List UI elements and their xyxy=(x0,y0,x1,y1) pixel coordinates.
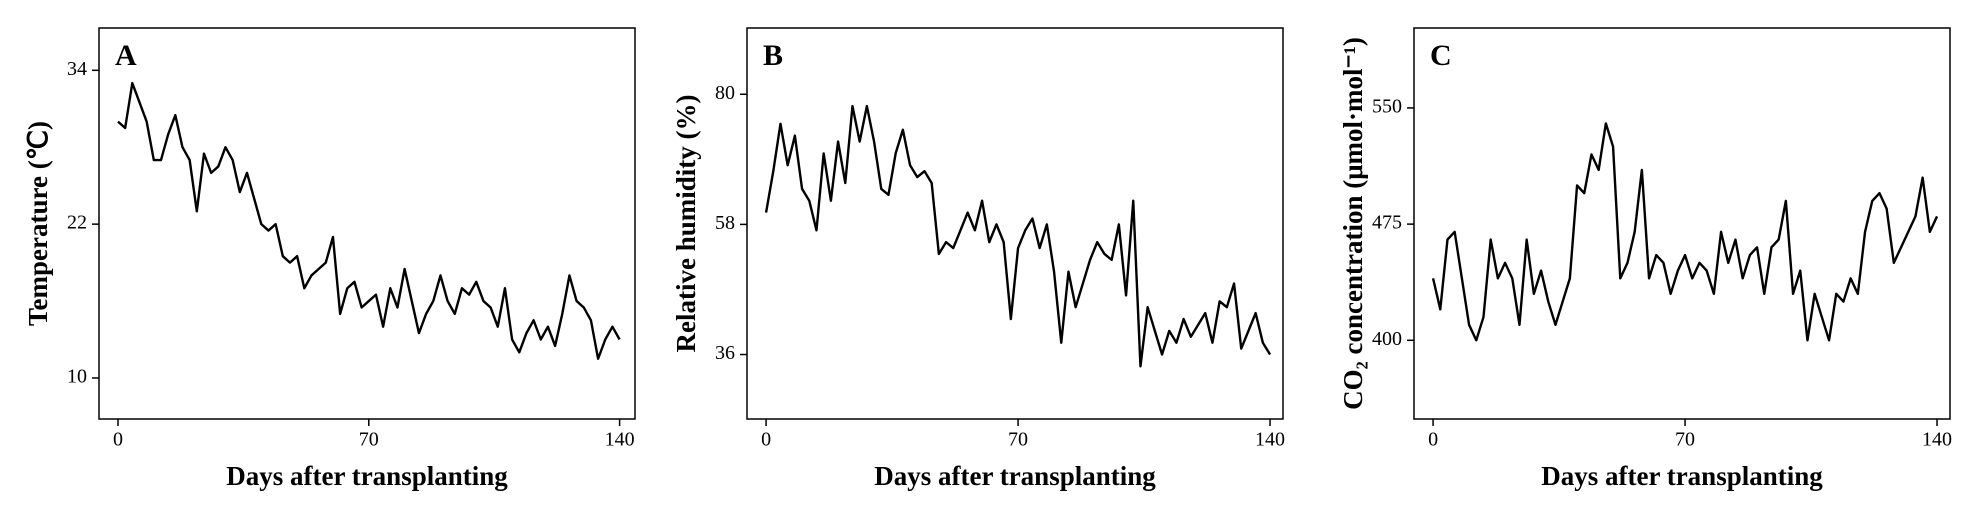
y-tick-label: 475 xyxy=(1372,212,1402,234)
x-tick-label: 0 xyxy=(761,429,771,451)
x-tick-label: 140 xyxy=(1255,429,1285,451)
y-tick-label: 10 xyxy=(67,366,87,388)
plot-frame xyxy=(98,27,636,420)
y-axis-title: CO₂ concentration (μmol·mol⁻¹) xyxy=(1338,37,1368,410)
x-tick-label: 140 xyxy=(1922,429,1952,451)
plot-frame xyxy=(1413,27,1951,420)
y-axis-title: Relative humidity (%) xyxy=(671,95,701,353)
panel-label: B xyxy=(763,39,783,72)
y-tick-label: 58 xyxy=(715,212,735,234)
x-tick-label: 0 xyxy=(113,429,123,451)
x-axis-title: Days after transplanting xyxy=(874,461,1156,491)
y-tick-label: 550 xyxy=(1372,96,1402,118)
y-axis-title: Temperature (℃) xyxy=(23,121,53,326)
y-tick-label: 36 xyxy=(715,342,735,364)
x-axis-title: Days after transplanting xyxy=(1541,461,1823,491)
panel-label: A xyxy=(115,39,137,72)
x-tick-label: 0 xyxy=(1428,429,1438,451)
panel-label: C xyxy=(1430,39,1452,72)
x-tick-label: 70 xyxy=(1675,429,1695,451)
y-tick-label: 400 xyxy=(1372,328,1402,350)
data-line xyxy=(1431,122,1939,342)
x-tick-label: 70 xyxy=(1008,429,1028,451)
data-line xyxy=(764,104,1272,368)
x-tick-label: 140 xyxy=(605,429,635,451)
y-tick-label: 34 xyxy=(67,58,87,80)
y-tick-label: 80 xyxy=(715,82,735,104)
x-axis-title: Days after transplanting xyxy=(226,461,508,491)
plot-frame xyxy=(746,27,1284,420)
x-tick-label: 70 xyxy=(359,429,379,451)
data-line xyxy=(117,81,621,360)
y-tick-label: 22 xyxy=(67,212,87,234)
